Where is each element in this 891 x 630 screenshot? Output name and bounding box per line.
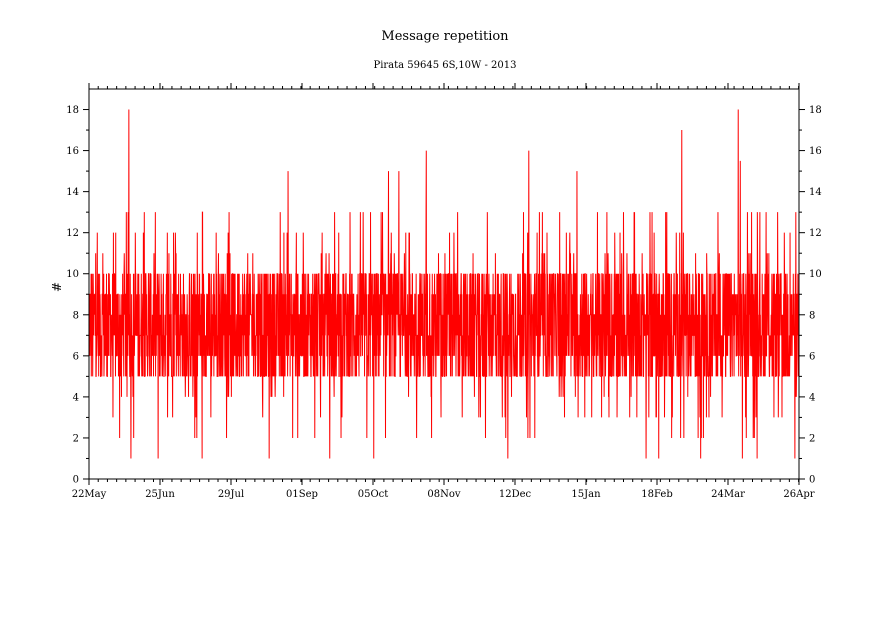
y-tick-label-right: 18 xyxy=(809,105,822,116)
chart-subtitle: Pirata 59645 6S,10W - 2013 xyxy=(373,60,516,71)
x-tick-label: 22May xyxy=(72,489,107,500)
y-tick-label-left: 18 xyxy=(66,105,79,116)
y-tick-label-right: 4 xyxy=(809,392,815,403)
y-tick-label-left: 6 xyxy=(73,351,79,362)
y-tick-label-left: 4 xyxy=(73,392,79,403)
x-tick-label: 18Feb xyxy=(641,489,672,500)
series-layer xyxy=(88,109,800,459)
y-tick-label-right: 0 xyxy=(809,475,815,486)
y-tick-label-left: 14 xyxy=(66,187,79,198)
x-tick-label: 12Dec xyxy=(499,489,532,500)
y-tick-label-left: 12 xyxy=(66,228,79,239)
x-tick-label: 25Jun xyxy=(145,489,175,500)
y-tick-label-left: 10 xyxy=(66,269,79,280)
x-tick-label: 08Nov xyxy=(427,489,460,500)
x-tick-label: 24Mar xyxy=(711,489,745,500)
y-tick-label-right: 2 xyxy=(809,433,815,444)
x-tick-label: 05Oct xyxy=(358,489,389,500)
y-tick-label-left: 2 xyxy=(73,433,79,444)
y-tick-label-right: 6 xyxy=(809,351,815,362)
x-tick-label: 01Sep xyxy=(286,489,318,500)
y-axis-label: # xyxy=(50,282,64,292)
x-tick-label: 15Jan xyxy=(571,489,601,500)
axis-layer: 0 0 2 2 4 4 6 6 8 8 10 10 12 12 14 14 16 16 18 18 22May 25Jun… xyxy=(66,83,822,500)
chart-title: Message repetition xyxy=(381,29,509,44)
x-tick-label: 26Apr xyxy=(783,489,814,500)
series-line xyxy=(88,109,800,459)
x-tick-label: 29Jul xyxy=(218,489,244,500)
y-tick-label-right: 16 xyxy=(809,146,822,157)
y-tick-label-right: 12 xyxy=(809,228,822,239)
y-tick-label-right: 8 xyxy=(809,310,815,321)
y-tick-label-right: 14 xyxy=(809,187,822,198)
y-tick-label-left: 16 xyxy=(66,146,79,157)
y-tick-label-left: 8 xyxy=(73,310,79,321)
y-tick-label-left: 0 xyxy=(73,475,79,486)
y-tick-label-right: 10 xyxy=(809,269,822,280)
